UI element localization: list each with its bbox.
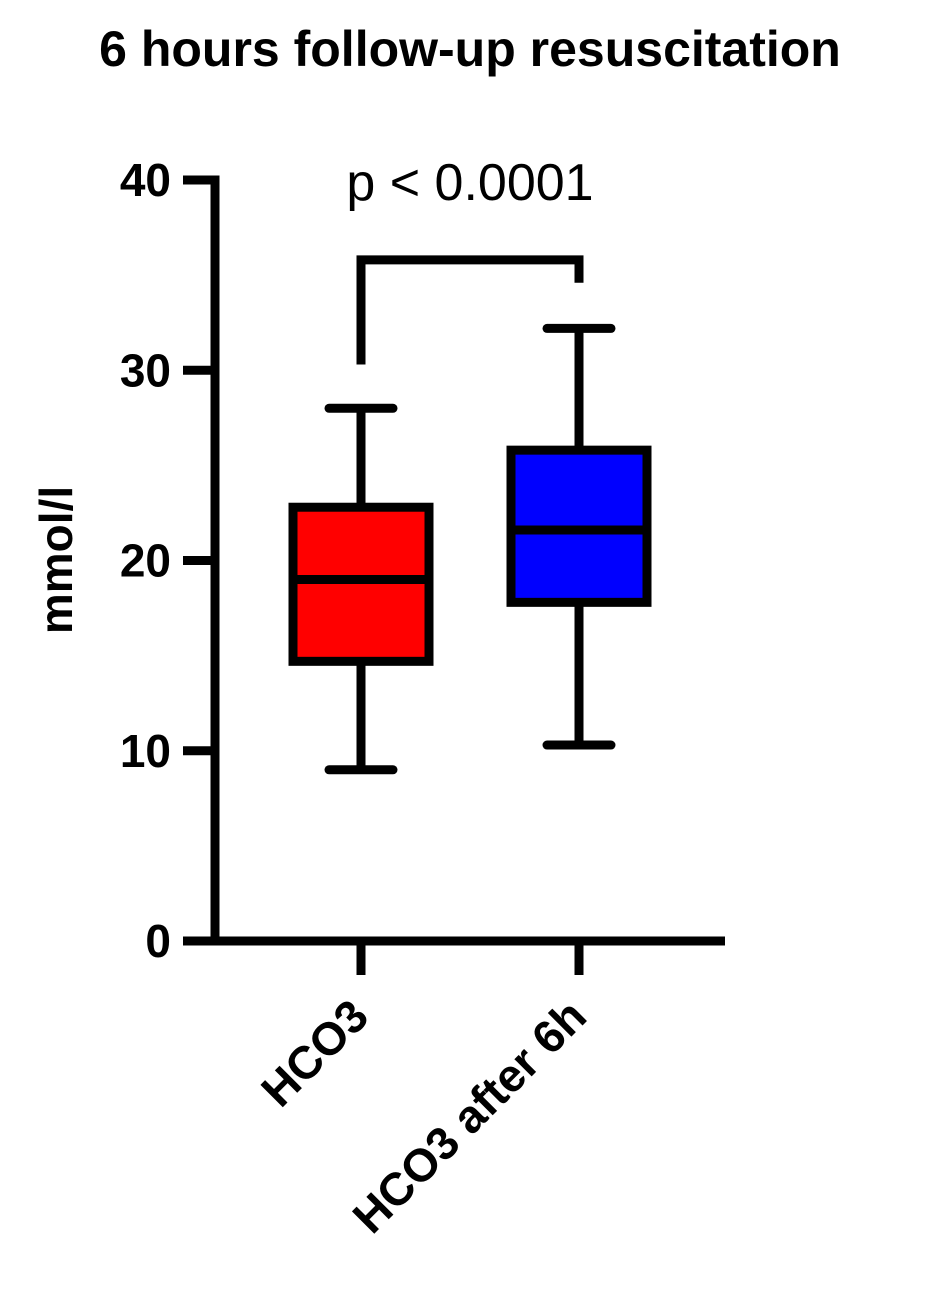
p-value-label: p < 0.0001 (346, 154, 593, 212)
box-plot (506, 323, 652, 750)
chart-title: 6 hours follow-up resuscitation (99, 21, 841, 77)
y-tick-label: 40 (120, 154, 171, 206)
box-plots (288, 323, 652, 775)
y-tick-label: 20 (120, 535, 171, 587)
y-axis: 0 10 20 30 40 (120, 154, 220, 967)
significance-bracket (356, 255, 584, 365)
x-tick-label: HCO3 (251, 989, 378, 1116)
y-tick-label: 30 (120, 344, 171, 396)
y-tick-label: 0 (145, 915, 171, 967)
box-plot (288, 403, 434, 775)
y-axis-label: mmol/l (30, 486, 82, 634)
y-tick-label: 10 (120, 725, 171, 777)
significance-annotation: p < 0.0001 (346, 154, 594, 365)
x-tick-label: HCO3 after 6h (342, 989, 596, 1243)
iqr-box (288, 502, 434, 666)
